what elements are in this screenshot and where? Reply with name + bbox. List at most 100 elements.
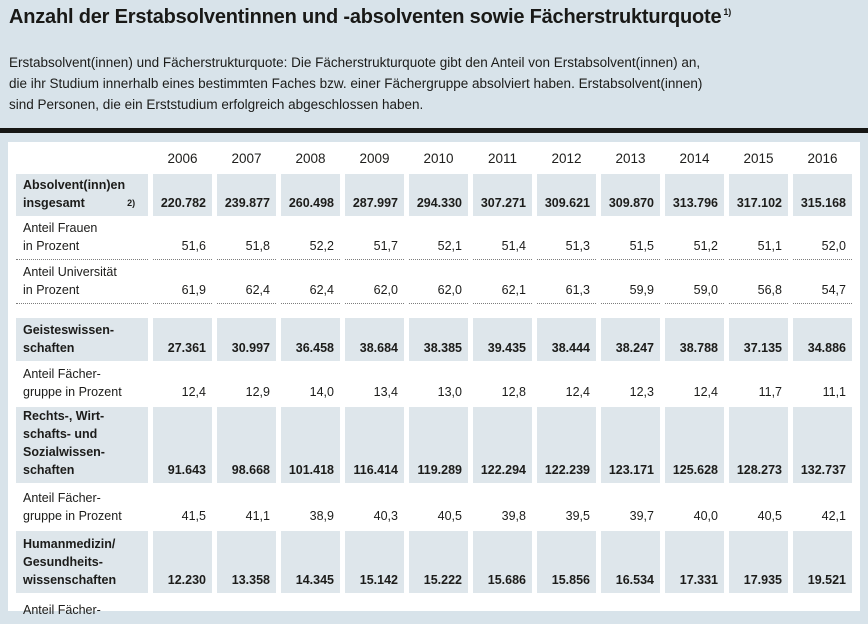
value-cell: 40,5	[757, 509, 782, 523]
table-row: Anteil Fächer- gruppe in Prozent 12,4 12,9…	[16, 363, 852, 405]
value-cell: 12,4	[181, 385, 206, 399]
row-label: Anteil Frauen in Prozent	[23, 221, 98, 253]
value-cell: 38.385	[409, 318, 468, 361]
year-column-header: 2015	[743, 151, 774, 166]
table-row: Anteil Fächer-	[16, 595, 852, 623]
value-cell: 13,0	[437, 385, 462, 399]
value-cell: 52,0	[793, 218, 852, 260]
value-cell: 294.330	[409, 174, 468, 216]
row-label-cell: Anteil Fächer- gruppe in Prozent	[16, 485, 148, 529]
value-cell: 17.331	[665, 531, 724, 593]
value-cell: 62,0	[409, 262, 468, 304]
statistics-table-panel: 2006 2007 2008 2009 2010 2011 2012 2013 2014 2015…	[8, 142, 860, 617]
table-row: Anteil Universität in Prozent 61,9 62,4 62,…	[16, 262, 852, 304]
value-cell: 62,4	[217, 262, 276, 304]
value-cell: 38,9	[309, 509, 334, 523]
row-label: Geisteswissen- schaften	[23, 323, 115, 355]
table-header-corner	[16, 146, 148, 172]
value-cell: 51,5	[601, 218, 660, 260]
value-cell: 13,4	[373, 385, 398, 399]
row-label: Anteil Fächer-	[23, 603, 101, 617]
value-cell: 52,1	[409, 218, 468, 260]
year-column-header: 2010	[423, 151, 454, 166]
value-cell	[601, 595, 660, 623]
value-cell: 38.444	[537, 318, 596, 361]
value-cell: 40,3	[373, 509, 398, 523]
value-cell	[665, 595, 724, 623]
value-cell	[473, 595, 532, 623]
row-label-cell: Anteil Frauen in Prozent	[16, 218, 148, 260]
value-cell: 315.168	[793, 174, 852, 216]
value-cell: 313.796	[665, 174, 724, 216]
table-row: Humanmedizin/ Gesundheits- wissenschafte…	[16, 531, 852, 593]
value-cell: 51,3	[537, 218, 596, 260]
year-column-header: 2011	[487, 151, 518, 166]
value-cell: 42,1	[821, 509, 846, 523]
year-column-header: 2014	[679, 151, 710, 166]
section-divider-rule	[0, 128, 868, 133]
value-cell: 36.458	[281, 318, 340, 361]
value-cell: 128.273	[729, 407, 788, 483]
value-cell: 123.171	[601, 407, 660, 483]
value-cell: 16.534	[601, 531, 660, 593]
value-cell: 38.788	[665, 318, 724, 361]
table-row: Absolvent(inn)en insgesamt 2) 220.782 239.8…	[16, 174, 852, 216]
value-cell: 39,7	[629, 509, 654, 523]
value-cell	[537, 595, 596, 623]
value-cell: 12,9	[245, 385, 270, 399]
value-cell: 62,1	[473, 262, 532, 304]
value-cell: 12,8	[501, 385, 526, 399]
value-cell: 15.222	[409, 531, 468, 593]
value-cell: 61,3	[537, 262, 596, 304]
value-cell: 17.935	[729, 531, 788, 593]
value-cell: 12,3	[629, 385, 654, 399]
year-column-header: 2007	[231, 151, 262, 166]
value-cell: 317.102	[729, 174, 788, 216]
value-cell: 19.521	[793, 531, 852, 593]
row-label-cell: Anteil Fächer- gruppe in Prozent	[16, 363, 148, 405]
title-footnote-marker: 1)	[723, 7, 731, 18]
row-label: Anteil Fächer- gruppe in Prozent	[23, 367, 122, 399]
value-cell: 15.856	[537, 531, 596, 593]
value-cell: 119.289	[409, 407, 468, 483]
row-label: Rechts-, Wirt- schafts- und Sozialwissen…	[23, 409, 105, 477]
page-title-text: Anzahl der Erstabsolventinnen und -absol…	[9, 6, 722, 28]
value-cell: 122.294	[473, 407, 532, 483]
value-cell: 14,0	[309, 385, 334, 399]
value-cell: 309.870	[601, 174, 660, 216]
value-cell: 51,6	[153, 218, 212, 260]
value-cell: 41,5	[181, 509, 206, 523]
value-cell: 260.498	[281, 174, 340, 216]
value-cell	[409, 595, 468, 623]
page-title: Anzahl der Erstabsolventinnen und -absol…	[9, 6, 868, 29]
table-row: Anteil Frauen in Prozent 51,6 51,8 52,2 51,7…	[16, 218, 852, 260]
value-cell: 13.358	[217, 531, 276, 593]
value-cell	[345, 595, 404, 623]
value-cell: 309.621	[537, 174, 596, 216]
value-cell: 51,2	[665, 218, 724, 260]
row-label-cell: Anteil Fächer-	[16, 595, 148, 623]
value-cell: 59,9	[601, 262, 660, 304]
table-row: Geisteswissen- schaften 27.361 30.997 36.45…	[16, 318, 852, 361]
value-cell: 61,9	[153, 262, 212, 304]
value-cell: 11,7	[758, 385, 782, 399]
value-cell: 39.435	[473, 318, 532, 361]
value-cell: 98.668	[217, 407, 276, 483]
row-label-footnote-marker: 2)	[127, 198, 136, 208]
year-column-header: 2006	[167, 151, 198, 166]
value-cell: 51,8	[217, 218, 276, 260]
value-cell: 62,4	[281, 262, 340, 304]
value-cell: 39,5	[565, 509, 590, 523]
table-header-row: 2006 2007 2008 2009 2010 2011 2012 2013 2014 2015…	[16, 146, 852, 172]
value-cell: 30.997	[217, 318, 276, 361]
row-label: Anteil Fächer- gruppe in Prozent	[23, 491, 122, 523]
value-cell	[793, 595, 852, 623]
value-cell	[153, 595, 212, 623]
value-cell: 12.230	[153, 531, 212, 593]
value-cell: 12,4	[565, 385, 590, 399]
value-cell: 14.345	[281, 531, 340, 593]
table-section-gap	[16, 304, 852, 318]
value-cell: 37.135	[729, 318, 788, 361]
value-cell: 91.643	[153, 407, 212, 483]
row-label-cell: Absolvent(inn)en insgesamt 2)	[16, 174, 148, 216]
